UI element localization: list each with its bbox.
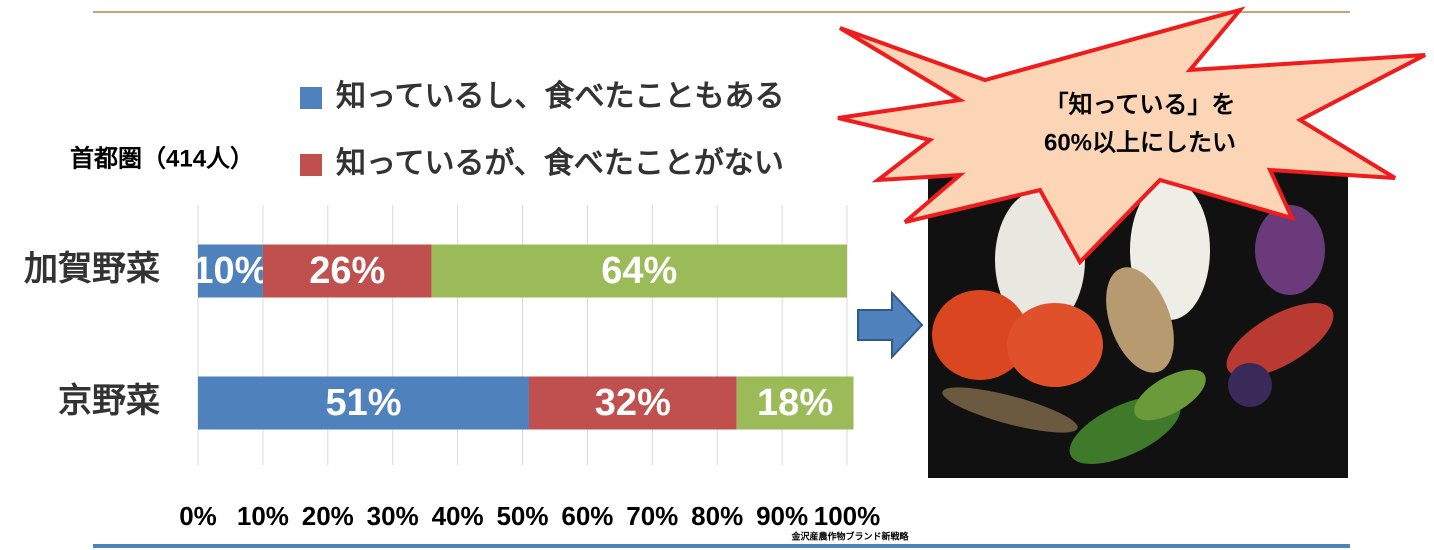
bar-segment xyxy=(528,376,737,430)
x-tick-label: 0% xyxy=(179,501,217,531)
bar-segment xyxy=(262,244,432,298)
value-label: 32% xyxy=(595,382,671,424)
bar-segment xyxy=(198,376,529,430)
x-tick-label: 40% xyxy=(432,501,484,531)
value-label: 64% xyxy=(601,250,677,292)
x-tick-label: 100% xyxy=(814,501,881,531)
legend-swatch xyxy=(300,87,322,109)
vegetable-photo xyxy=(928,160,1348,478)
callout-text: 「知っている」を xyxy=(1045,90,1236,118)
value-label: 26% xyxy=(309,250,385,292)
category-label: 加賀野菜 xyxy=(24,250,160,288)
callout-text: 60%以上にしたい xyxy=(1044,129,1236,156)
x-tick-label: 70% xyxy=(626,501,678,531)
x-tick-label: 80% xyxy=(691,501,743,531)
x-tick-label: 60% xyxy=(561,501,613,531)
legend-label: 知っているが、食べたことがない xyxy=(336,146,784,180)
bar-segment xyxy=(736,376,854,430)
legend-swatch xyxy=(300,154,322,176)
x-tick-label: 90% xyxy=(756,501,808,531)
value-label: 18% xyxy=(757,382,833,424)
subtitle: 首都圏（414人） xyxy=(70,144,254,172)
footer: 金沢産農作物ブランド新戦略 xyxy=(790,530,909,541)
value-label: 51% xyxy=(325,382,401,424)
x-tick-label: 30% xyxy=(367,501,419,531)
x-tick-label: 50% xyxy=(496,501,548,531)
callout-burst xyxy=(837,6,1426,266)
x-tick-label: 20% xyxy=(302,501,354,531)
value-label: 10% xyxy=(192,250,268,292)
x-tick-label: 10% xyxy=(237,501,289,531)
bar-segment xyxy=(431,244,847,298)
arrow xyxy=(857,290,924,360)
bar-segment xyxy=(198,244,263,298)
category-label: 京野菜 xyxy=(58,382,160,420)
legend-label: 知っているし、食べたこともある xyxy=(336,79,785,113)
